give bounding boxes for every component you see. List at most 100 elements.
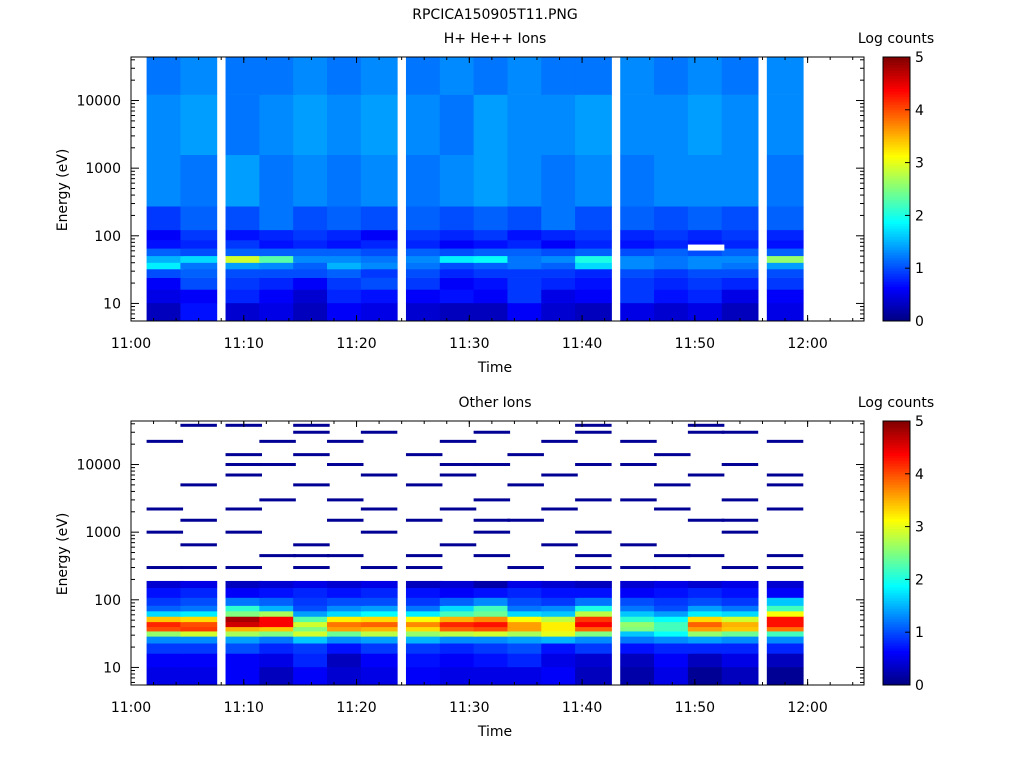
heatmap-cell	[405, 666, 443, 686]
figure-title: RPCICA150905T11.PNG	[412, 7, 577, 23]
heatmap-cell	[146, 626, 184, 632]
sparse-trace-cell	[405, 554, 443, 558]
sparse-trace-cell	[259, 498, 296, 502]
heatmap-cell	[225, 653, 263, 668]
sparse-trace-cell	[360, 530, 398, 534]
heatmap-cell	[766, 597, 804, 606]
sparse-trace-cell	[721, 430, 759, 434]
heatmap-cell	[721, 653, 759, 668]
colorbar-swatch	[883, 138, 910, 142]
heatmap-cell	[507, 229, 545, 241]
heatmap-cell	[327, 268, 364, 278]
heatmap-cell	[439, 611, 477, 617]
heatmap-cell	[259, 636, 297, 644]
heatmap-cell	[405, 289, 443, 304]
sparse-trace-cell	[259, 439, 296, 443]
heatmap-cell	[620, 229, 657, 241]
heatmap-cell	[687, 611, 725, 617]
heatmap-cell	[146, 277, 184, 290]
sparse-trace-cell	[473, 498, 511, 502]
sparse-trace-cell	[146, 439, 184, 443]
colorbar-frame	[882, 420, 911, 686]
heatmap-cell	[541, 268, 579, 278]
colorbar-swatch	[883, 513, 910, 517]
sparse-trace-cell	[721, 463, 759, 467]
heatmap-cell	[225, 666, 263, 686]
sparse-trace-cell	[507, 453, 544, 457]
heatmap-cell	[541, 262, 579, 270]
colorbar-swatch	[883, 170, 910, 174]
heatmap-cell	[259, 631, 297, 637]
heatmap-cell	[439, 262, 477, 270]
heatmap-cell	[541, 248, 579, 257]
heatmap-cell	[654, 302, 691, 322]
colorbar-swatch	[883, 521, 910, 525]
heatmap-cell	[259, 154, 297, 207]
heatmap-cell	[687, 653, 725, 668]
heatmap-cell	[439, 587, 477, 598]
heatmap-cell	[225, 636, 263, 644]
heatmap-cell	[654, 631, 691, 637]
heatmap-cell	[360, 240, 398, 249]
sparse-trace-cell	[146, 507, 184, 511]
sparse-trace-cell	[259, 463, 296, 467]
y-axis-label: Energy (eV)	[55, 149, 71, 232]
heatmap-cell	[405, 616, 443, 623]
heatmap-cell	[146, 268, 184, 278]
heatmap-cell	[473, 616, 511, 623]
colorbar-swatch	[883, 101, 910, 105]
heatmap-cell	[327, 94, 364, 156]
heatmap-cell	[541, 653, 579, 668]
colorbar-swatch	[883, 426, 910, 430]
sparse-trace-cell	[575, 430, 612, 434]
colorbar-swatch	[883, 80, 910, 84]
colorbar-swatch	[883, 471, 910, 475]
x-tick-label: 11:50	[675, 336, 715, 352]
colorbar-swatch	[883, 305, 910, 309]
heatmap-cell	[721, 248, 759, 257]
heatmap-cell	[146, 94, 184, 156]
colorbar-tick-label: 3	[915, 156, 924, 172]
heatmap-cell	[360, 653, 398, 668]
sparse-trace-cell	[439, 439, 477, 443]
heatmap-cell	[473, 277, 511, 290]
heatmap-cell	[654, 262, 691, 270]
colorbar-swatch	[883, 489, 910, 493]
colorbar-swatch	[883, 587, 910, 591]
heatmap-cell	[180, 302, 218, 322]
sparse-trace-cell	[146, 566, 184, 570]
heatmap-cell	[687, 580, 725, 589]
heatmap-cell	[259, 94, 297, 156]
colorbar-swatch	[883, 247, 910, 251]
heatmap-cell	[439, 302, 477, 322]
colorbar-swatch	[883, 88, 910, 92]
colorbar-swatch	[883, 682, 910, 686]
colorbar-swatch	[883, 653, 910, 657]
colorbar-swatch	[883, 93, 910, 97]
heatmap-cell	[721, 611, 759, 617]
colorbar-swatch	[883, 289, 910, 293]
heatmap-cell	[721, 621, 759, 628]
colorbar-swatch	[883, 75, 910, 79]
colorbar-swatch	[883, 476, 910, 480]
heatmap-cell	[439, 277, 477, 290]
colorbar-swatch	[883, 257, 910, 261]
colorbar-swatch	[883, 310, 910, 314]
heatmap-cell	[766, 580, 804, 589]
colorbar-swatch	[883, 539, 910, 543]
heatmap-cell	[620, 666, 657, 686]
heatmap-cell	[687, 643, 725, 654]
heatmap-cell	[473, 94, 511, 156]
x-tick-label: 11:30	[449, 700, 489, 716]
heatmap-cell	[146, 653, 184, 668]
heatmap-cell	[575, 580, 612, 589]
heatmap-cell	[766, 289, 804, 304]
colorbar-swatch	[883, 603, 910, 607]
heatmap-cell	[146, 580, 184, 589]
colorbar-swatch	[883, 191, 910, 195]
colorbar-swatch	[883, 624, 910, 628]
heatmap-cell	[327, 206, 364, 231]
colorbar-swatch	[883, 286, 910, 290]
heatmap-cell	[507, 302, 545, 322]
colorbar-swatch	[883, 120, 910, 124]
